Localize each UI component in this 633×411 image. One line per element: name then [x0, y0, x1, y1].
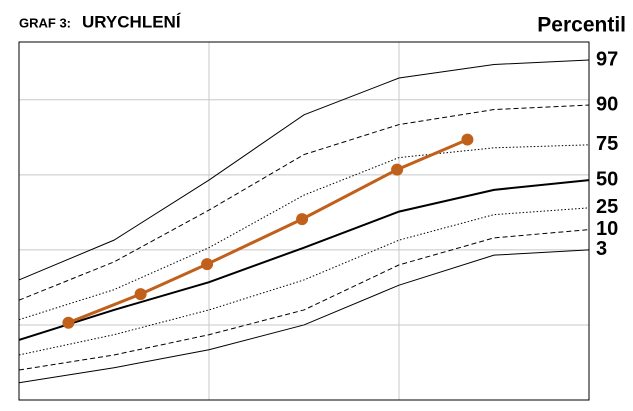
measured-point: [62, 316, 75, 329]
percentile-curve: [18, 59, 590, 281]
legend-label: 3: [596, 238, 607, 260]
percentile-curve: [18, 207, 590, 356]
measured-line: [67, 138, 468, 325]
chart-title-label: GRAF 3:: [19, 15, 71, 30]
legend-label: 10: [596, 218, 618, 240]
measured-point: [134, 288, 147, 301]
legend-label: 97: [596, 48, 618, 70]
measured-point: [391, 163, 404, 176]
legend-label: 25: [596, 196, 618, 218]
measured-point: [296, 213, 309, 226]
percentile-curve: [18, 179, 590, 341]
plot-frame: [18, 41, 590, 401]
legend-label: 90: [596, 93, 618, 115]
percentile-curve: [18, 144, 590, 321]
legend-title: Percentil: [537, 14, 626, 37]
measured-point: [201, 258, 214, 271]
percentile-curve: [18, 104, 590, 301]
percentile-curve: [18, 229, 590, 371]
legend-label: 50: [596, 168, 618, 190]
chart-title: URYCHLENÍ: [82, 12, 182, 31]
percentile-curve: [18, 249, 590, 384]
legend-label: 75: [596, 133, 618, 155]
measured-point: [461, 133, 474, 146]
